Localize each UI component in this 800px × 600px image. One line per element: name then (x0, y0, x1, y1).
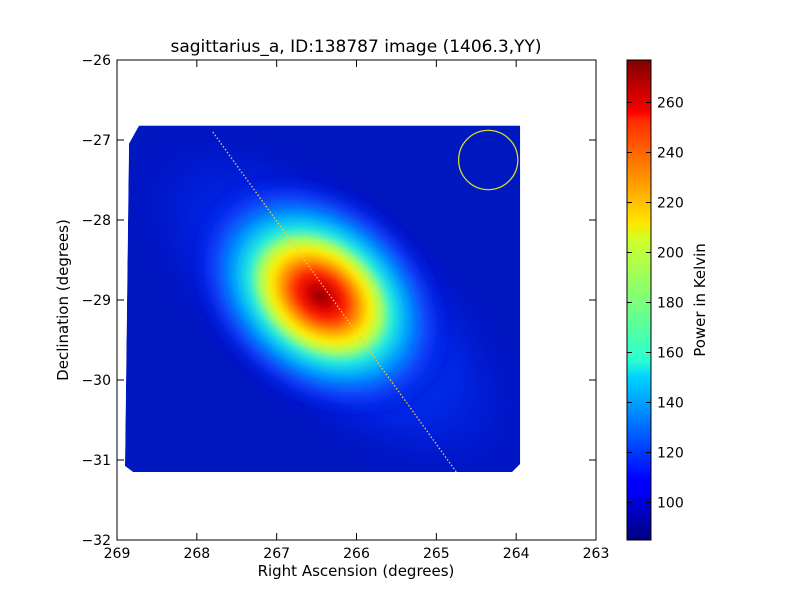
colorbar-tick-label: 100 (657, 496, 684, 512)
x-tick-label: 269 (104, 546, 131, 562)
x-axis-title: Right Ascension (degrees) (258, 562, 455, 580)
x-axis-ticks: 269 268 267 266 265 264 263 (104, 60, 610, 562)
colorbar-label: Power in Kelvin (691, 243, 709, 357)
colorbar (626, 59, 652, 541)
y-tick-label: −27 (81, 133, 111, 149)
x-tick-label: 267 (263, 546, 290, 562)
colorbar-tick-label: 160 (657, 346, 684, 362)
y-axis-ticks: −26 −27 −28 −29 −30 −31 −32 (81, 53, 596, 549)
y-axis-title: Declination (degrees) (54, 219, 72, 381)
colorbar-tick-label: 140 (657, 396, 684, 412)
colorbar-tick-label: 240 (657, 146, 684, 162)
y-tick-label: −28 (81, 213, 111, 229)
y-tick-label: −32 (81, 533, 111, 549)
colorbar-tick-label: 180 (657, 296, 684, 312)
colorbar-tick-label: 260 (657, 96, 684, 112)
y-tick-label: −29 (81, 293, 111, 309)
colorbar-tick-label: 220 (657, 196, 684, 212)
y-tick-label: −26 (81, 53, 111, 69)
x-tick-label: 268 (183, 546, 210, 562)
heatmap-source (184, 169, 457, 423)
x-tick-label: 264 (503, 546, 530, 562)
heatmap-image (124, 125, 521, 472)
y-tick-label: −31 (81, 453, 111, 469)
x-tick-label: 265 (423, 546, 450, 562)
colorbar-ticks: 100 120 140 160 180 200 220 240 260 (627, 96, 684, 512)
x-tick-label: 266 (343, 546, 370, 562)
chart-title: sagittarius_a, ID:138787 image (1406.3,Y… (170, 37, 541, 57)
x-tick-label: 263 (583, 546, 610, 562)
colorbar-tick-label: 120 (657, 446, 684, 462)
y-tick-label: −30 (81, 373, 111, 389)
colorbar-tick-label: 200 (657, 246, 684, 262)
beam-circle (457, 129, 519, 191)
